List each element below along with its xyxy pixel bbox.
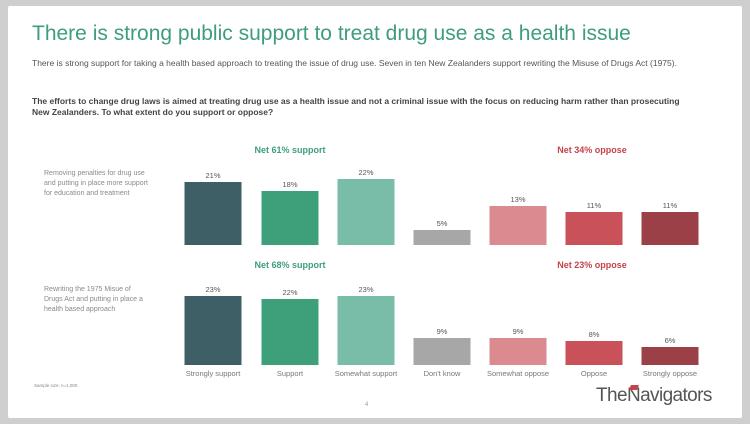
bar-value-label: 13% xyxy=(510,195,525,204)
bar xyxy=(261,191,319,245)
bar-value-label: 23% xyxy=(205,285,220,294)
row-label-line: for education and treatment xyxy=(44,190,130,197)
net-support-label: Net 68% support xyxy=(254,260,325,270)
bar-value-label: 9% xyxy=(513,327,524,336)
survey-question: The efforts to change drug laws is aimed… xyxy=(32,96,680,117)
bar-value-label: 11% xyxy=(587,201,602,210)
bar xyxy=(184,182,242,245)
bar-value-label: 6% xyxy=(665,336,676,345)
row-label-line: Drugs Act and putting in place a xyxy=(44,296,143,303)
bar xyxy=(641,212,699,245)
row-label-line: and putting in place more support xyxy=(44,180,148,187)
category-label: Strongly oppose xyxy=(643,369,697,378)
bar xyxy=(261,299,319,365)
bar xyxy=(489,338,547,365)
bar xyxy=(337,296,395,365)
net-oppose-label: Net 34% oppose xyxy=(557,145,627,155)
bar xyxy=(413,230,471,245)
bar xyxy=(565,212,623,245)
bar xyxy=(337,179,395,245)
bar-value-label: 22% xyxy=(358,168,373,177)
category-label: Don't know xyxy=(424,369,461,378)
bar-value-label: 22% xyxy=(282,288,297,297)
category-label: Somewhat support xyxy=(335,369,398,378)
bar-value-label: 8% xyxy=(589,330,600,339)
bar xyxy=(413,338,471,365)
category-label: Oppose xyxy=(581,369,607,378)
category-label: Support xyxy=(277,369,304,378)
row-label-line: Rewriting the 1975 Misue of xyxy=(44,286,131,293)
bar-value-label: 11% xyxy=(663,201,678,210)
bar xyxy=(184,296,242,365)
net-oppose-label: Net 23% oppose xyxy=(557,260,627,270)
brand-suffix: avigators xyxy=(640,385,712,406)
brand-prefix: The xyxy=(596,385,628,406)
row-label-line: Removing penalties for drug use xyxy=(44,170,145,177)
sample-size-note: Sample size: n=1,000 xyxy=(34,383,78,388)
net-support-label: Net 61% support xyxy=(254,145,325,155)
page-number: 4 xyxy=(365,402,369,408)
bar-value-label: 5% xyxy=(437,219,448,228)
category-label: Strongly support xyxy=(186,369,242,378)
bar-value-label: 18% xyxy=(282,180,297,189)
bar xyxy=(641,347,699,365)
brand-accent-letter: N xyxy=(626,385,641,406)
category-label: Somewhat oppose xyxy=(487,369,549,378)
bar xyxy=(489,206,547,245)
bar-value-label: 9% xyxy=(437,327,448,336)
subtitle: There is strong support for taking a hea… xyxy=(32,58,677,68)
bar xyxy=(565,341,623,365)
row-label-line: health based approach xyxy=(44,306,115,313)
bar-value-label: 23% xyxy=(358,285,373,294)
page-title: There is strong public support to treat … xyxy=(32,22,631,45)
bar-value-label: 21% xyxy=(205,171,220,180)
brand-logo: The Navigators xyxy=(596,385,712,407)
